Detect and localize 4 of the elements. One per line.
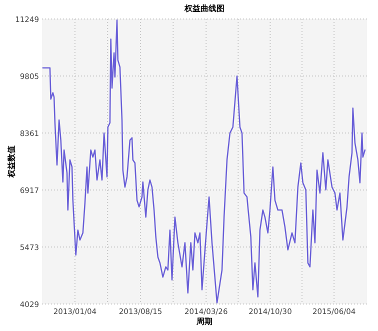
y-axis-title: 权益数值 [7,146,16,178]
line-series [42,19,366,304]
x-axis-title: 周期 [196,317,212,326]
chart-title: 权益曲线图 [184,4,224,13]
